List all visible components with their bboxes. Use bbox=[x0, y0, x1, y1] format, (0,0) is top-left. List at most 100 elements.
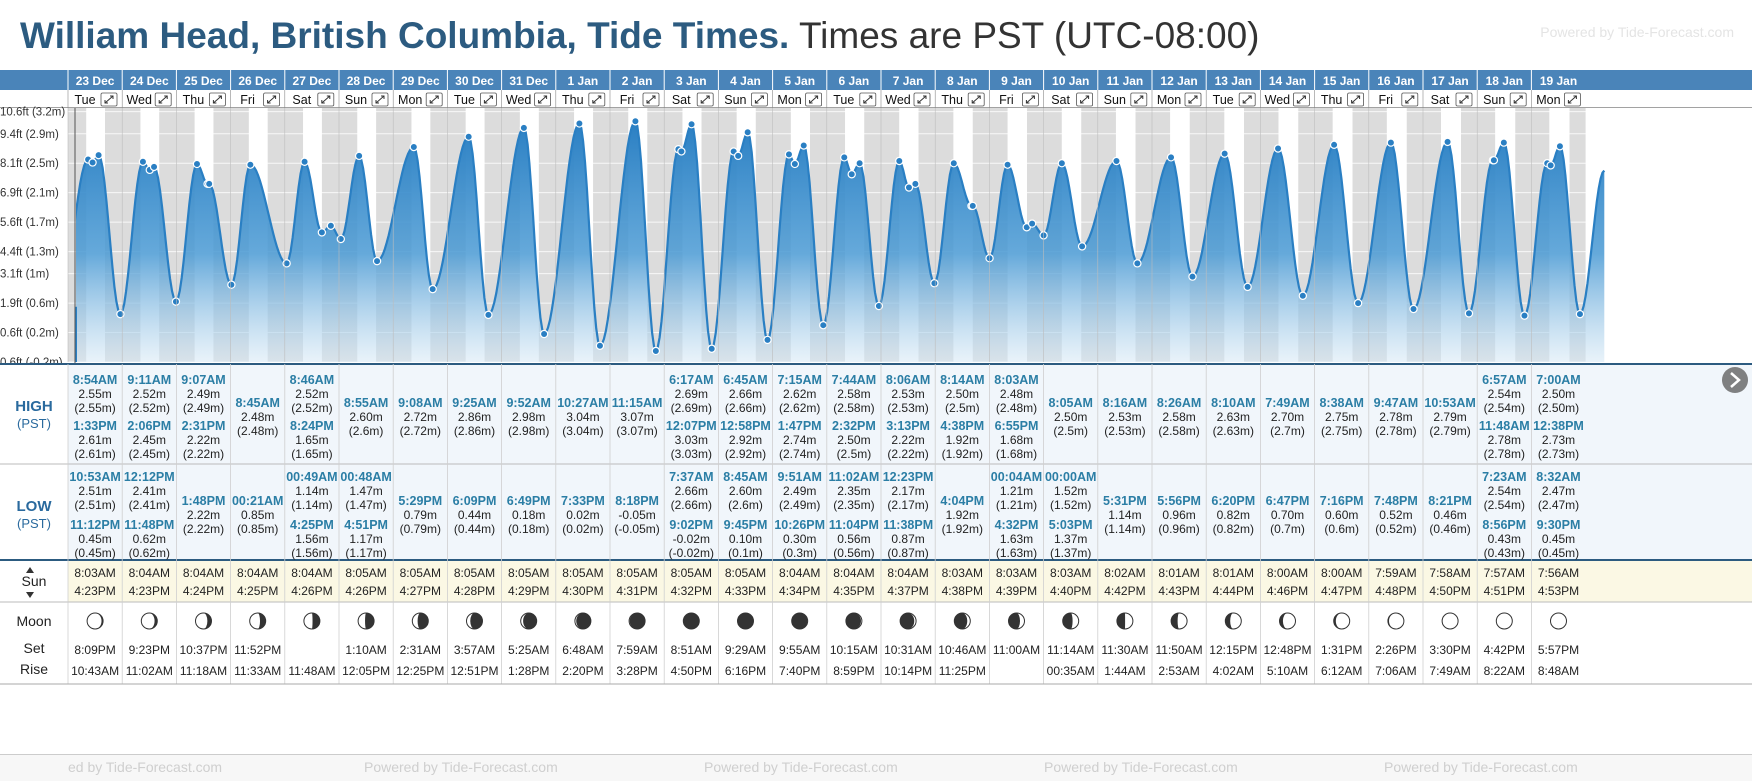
y-tick-label: 8.1ft (2.5m) bbox=[0, 158, 59, 170]
moonrise-time: 11:02AM bbox=[126, 664, 173, 678]
low-time: 9:45PM bbox=[724, 518, 768, 532]
low-height-paren: (0.56m) bbox=[833, 546, 874, 560]
low-height-paren: (0.43m) bbox=[1484, 546, 1525, 560]
moon-phase-icon bbox=[1550, 612, 1567, 630]
tide-extreme-point bbox=[595, 341, 605, 351]
moonset-time: 11:14AM bbox=[1047, 643, 1094, 657]
expand-icon bbox=[1134, 95, 1144, 104]
high-height-paren: (2.86m) bbox=[454, 424, 495, 438]
low-height: 0.43m bbox=[1488, 532, 1521, 546]
low-time: 4:32PM bbox=[995, 518, 1039, 532]
low-time: 11:12PM bbox=[70, 518, 120, 532]
low-row-bg bbox=[0, 464, 1752, 560]
high-height: 2.50m bbox=[946, 387, 979, 401]
high-time: 8:06AM bbox=[886, 373, 930, 387]
tide-extreme-point bbox=[790, 159, 800, 169]
expand-icon bbox=[1567, 95, 1577, 104]
moon-phase-icon bbox=[1279, 613, 1288, 629]
expand-icon bbox=[809, 95, 819, 104]
date-header: 8 Jan bbox=[947, 74, 978, 88]
high-time: 7:15AM bbox=[777, 373, 821, 387]
high-time: 11:15AM bbox=[612, 396, 663, 410]
sunset-time: 4:39PM bbox=[996, 584, 1037, 598]
date-header: 1 Jan bbox=[568, 74, 599, 88]
moon-phase-icon bbox=[845, 613, 861, 629]
weekday-label: Fri bbox=[1379, 93, 1394, 107]
expand-icon bbox=[1242, 95, 1252, 104]
tide-table: 0.6ft (-0.2m)0.6ft (0.2m)1.9ft (0.6m)3.1… bbox=[0, 70, 1752, 754]
low-height-paren: (0.02m) bbox=[562, 522, 603, 536]
moonrise-time: 12:51PM bbox=[450, 664, 498, 678]
tide-extreme-point bbox=[1353, 298, 1363, 308]
low-height: 0.45m bbox=[78, 532, 111, 546]
low-height-paren: (2.54m) bbox=[1484, 498, 1525, 512]
tide-extreme-point bbox=[539, 329, 549, 339]
high-time: 12:58PM bbox=[720, 419, 771, 433]
high-height-paren: (1.92m) bbox=[942, 447, 983, 461]
watermark: Powered by Tide-Forecast.com bbox=[1044, 759, 1238, 775]
low-time: 6:47PM bbox=[1266, 494, 1310, 508]
moonrise-time: 11:18AM bbox=[180, 664, 227, 678]
tide-extreme-point bbox=[428, 284, 437, 294]
tide-extreme-point bbox=[968, 201, 977, 211]
low-height-paren: (0.46m) bbox=[1429, 522, 1470, 536]
tide-extreme-point bbox=[1003, 160, 1012, 169]
high-time: 9:08AM bbox=[398, 396, 442, 410]
sunrise-time: 8:05AM bbox=[345, 566, 386, 580]
low-time: 00:00AM bbox=[1045, 470, 1096, 484]
date-header: 3 Jan bbox=[676, 74, 707, 88]
tide-extreme-point bbox=[799, 141, 808, 150]
tide-extreme-point bbox=[171, 297, 181, 306]
moonset-time: 5:57PM bbox=[1538, 643, 1579, 657]
high-tz-label: (PST) bbox=[17, 416, 51, 431]
moon-phase-icon bbox=[257, 613, 266, 629]
expand-icon bbox=[1188, 95, 1198, 104]
tide-extreme-point bbox=[246, 160, 255, 169]
low-height: 0.18m bbox=[512, 508, 545, 522]
high-row-bg bbox=[0, 364, 1752, 464]
high-time: 11:48AM bbox=[1479, 419, 1530, 433]
timezone-note: Times are PST (UTC-08:00) bbox=[798, 15, 1260, 56]
low-time: 9:02PM bbox=[669, 518, 713, 532]
moonrise-time: 1:44AM bbox=[1104, 664, 1145, 678]
y-tick-label: 0.6ft (0.2m) bbox=[0, 328, 59, 340]
tide-extreme-point bbox=[1298, 291, 1308, 300]
high-time: 8:38AM bbox=[1319, 396, 1363, 410]
high-height-paren: (2.61m) bbox=[74, 447, 115, 461]
low-height: 0.52m bbox=[1379, 508, 1412, 522]
low-time: 6:49PM bbox=[507, 494, 551, 508]
low-height: 1.17m bbox=[349, 532, 382, 546]
tide-extreme-point bbox=[819, 320, 828, 330]
moonset-time: 3:30PM bbox=[1429, 643, 1470, 657]
weekday-label: Wed bbox=[506, 93, 532, 107]
high-height-paren: (2.79m) bbox=[1429, 424, 1470, 438]
high-height: 2.78m bbox=[1379, 410, 1412, 424]
moon-phase-icon bbox=[1062, 613, 1073, 629]
weekday-label: Sat bbox=[292, 93, 311, 107]
low-height-paren: (1.92m) bbox=[942, 522, 983, 536]
low-height-paren: (2.51m) bbox=[74, 498, 115, 512]
moon-phase-icon bbox=[417, 613, 429, 629]
high-height-paren: (2.73m) bbox=[1538, 447, 1579, 461]
high-height: 2.63m bbox=[1217, 410, 1250, 424]
weekday-label: Thu bbox=[183, 93, 205, 107]
moon-phase-icon bbox=[954, 613, 968, 629]
high-height-paren: (1.68m) bbox=[996, 447, 1037, 461]
low-height-paren: (1.56m) bbox=[291, 546, 332, 560]
high-height-paren: (2.62m) bbox=[779, 401, 820, 415]
high-height-paren: (3.04m) bbox=[562, 424, 603, 438]
low-height: 0.70m bbox=[1271, 508, 1304, 522]
sunrise-time: 8:04AM bbox=[887, 566, 928, 580]
high-time: 8:55AM bbox=[344, 396, 388, 410]
moon-phase-icon bbox=[470, 613, 483, 629]
expand-icon bbox=[1080, 95, 1090, 104]
date-header: 9 Jan bbox=[1001, 74, 1032, 88]
sunset-time: 4:48PM bbox=[1375, 584, 1416, 598]
low-height-paren: (1.21m) bbox=[996, 498, 1037, 512]
high-height: 3.07m bbox=[620, 410, 653, 424]
high-time: 9:11AM bbox=[127, 373, 171, 387]
tide-extreme-point bbox=[1546, 161, 1555, 170]
watermark: Powered by Tide-Forecast.com bbox=[704, 759, 898, 775]
high-height: 2.58m bbox=[1162, 410, 1195, 424]
low-height: 2.51m bbox=[78, 484, 111, 498]
